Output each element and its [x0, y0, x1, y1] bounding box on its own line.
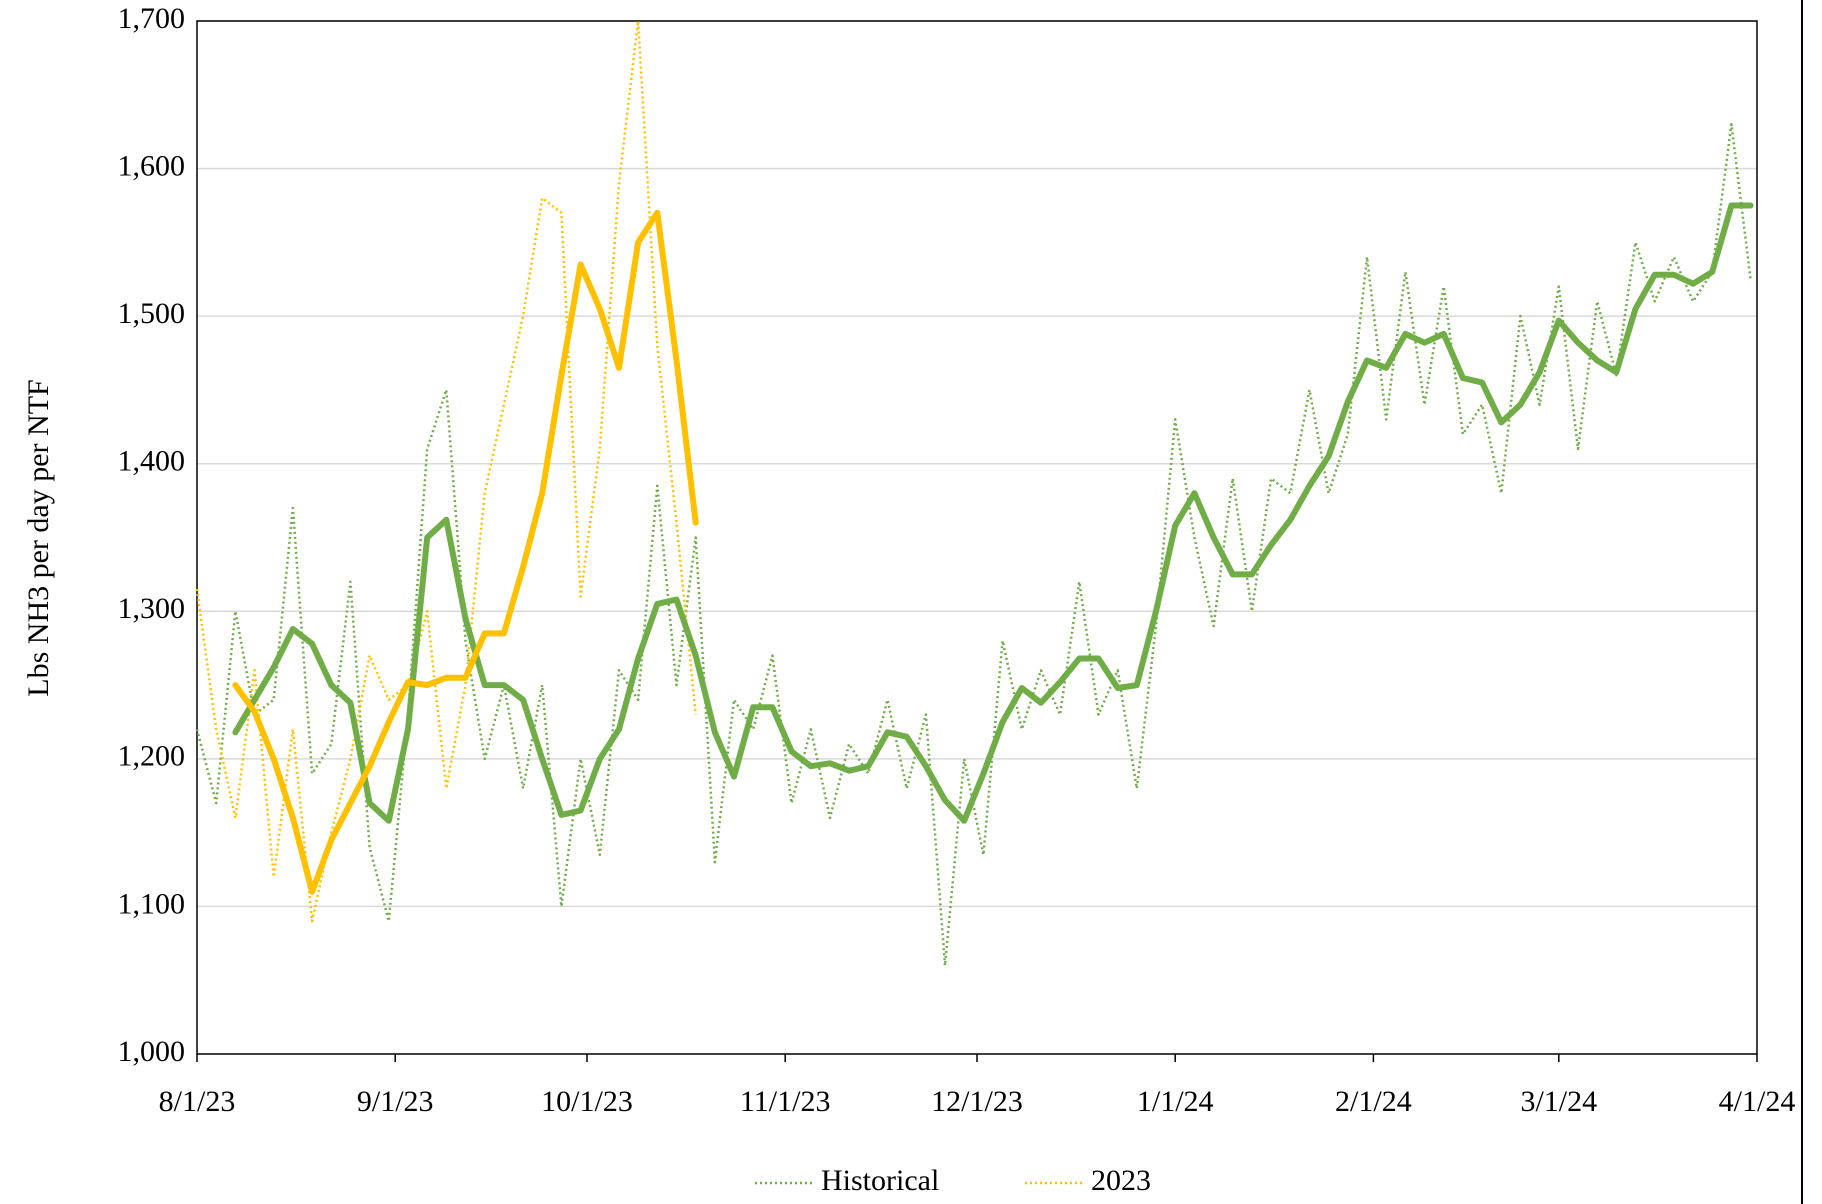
y-tick-label: 1,000: [118, 1035, 186, 1068]
x-tick-label: 3/1/24: [1520, 1085, 1597, 1118]
series-line-trend: [232, 202, 1754, 824]
y-tick-label: 1,600: [118, 149, 186, 182]
x-tick-label: 4/1/24: [1719, 1085, 1796, 1118]
y-tick-label: 1,500: [118, 297, 186, 330]
y-tick-label: 1,200: [118, 740, 186, 773]
y-axis-title: Lbs NH3 per day per NTF: [22, 379, 55, 696]
legend-label: 2023: [1091, 1164, 1151, 1197]
x-tick-label: 2/1/24: [1335, 1085, 1412, 1118]
x-tick-label: 11/1/23: [740, 1085, 831, 1118]
legend-label: Historical: [821, 1164, 939, 1197]
x-tick-label: 10/1/23: [541, 1085, 633, 1118]
x-tick-label: 8/1/23: [159, 1085, 236, 1118]
x-tick-label: 12/1/23: [931, 1085, 1023, 1118]
y-tick-label: 1,300: [118, 592, 186, 625]
y-tick-label: 1,700: [118, 2, 186, 35]
x-tick-label: 9/1/23: [357, 1085, 434, 1118]
series-line-dotted: [195, 123, 1752, 967]
x-tick-label: 1/1/24: [1137, 1085, 1214, 1118]
series-line-trend: [232, 209, 699, 895]
y-tick-label: 1,100: [118, 887, 186, 920]
y-tick-label: 1,400: [118, 445, 186, 478]
